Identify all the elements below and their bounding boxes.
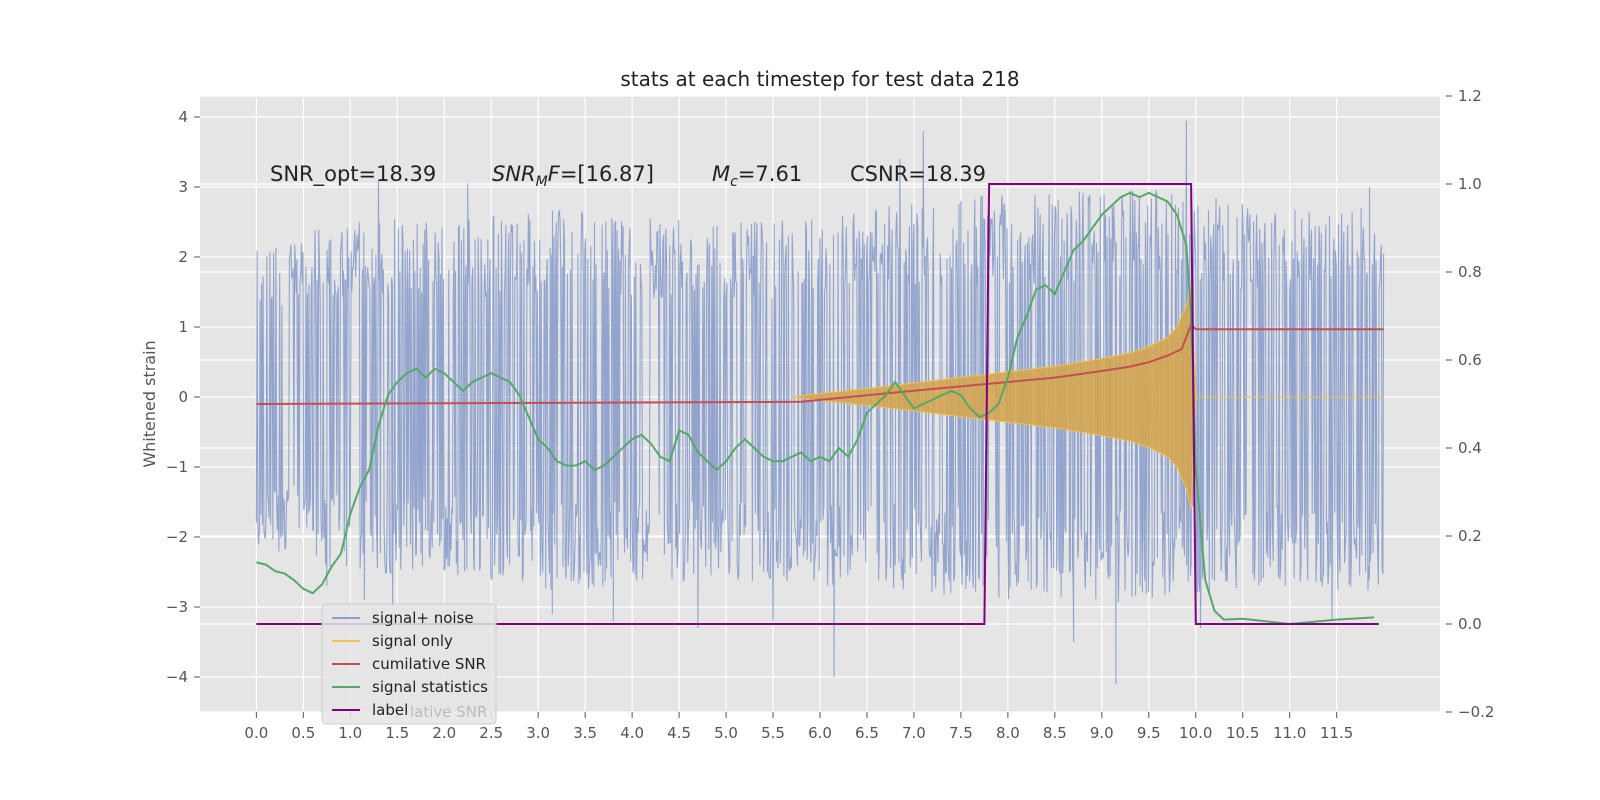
y-tick-label: −3 — [166, 598, 188, 616]
stat-value: =18.39 — [908, 162, 986, 186]
x-tick-label: 11.0 — [1273, 724, 1306, 742]
stats-annotations: SNR_opt=18.39 SNRMF=[16.87] Mc=7.61 CSNR=18… — [270, 162, 986, 190]
legend: lative SNR signal+ noise signal only cumila… — [321, 603, 497, 725]
y2-tick-label: 1.0 — [1458, 175, 1482, 193]
legend-label: cumilative SNR — [372, 655, 486, 673]
x-tick-label: 3.0 — [526, 724, 550, 742]
stat-subscript: M — [536, 174, 548, 190]
x-tick-label: 6.0 — [808, 724, 832, 742]
x-tick-label: 5.0 — [714, 724, 738, 742]
x-tick-label: 1.5 — [385, 724, 409, 742]
y-tick-label: 4 — [178, 108, 188, 126]
x-tick-label: 4.0 — [620, 724, 644, 742]
x-tick-label: 9.0 — [1090, 724, 1114, 742]
y-tick-label: −4 — [166, 668, 188, 686]
series-label — [256, 183, 1379, 625]
x-tick-label: 0.5 — [291, 724, 315, 742]
legend-label: label — [372, 701, 408, 719]
signal-only-series — [791, 284, 1384, 510]
x-tick-label: 7.5 — [949, 724, 973, 742]
x-tick-label: 7.0 — [902, 724, 926, 742]
y-tick-label: 2 — [178, 248, 188, 266]
y-tick-label: −2 — [166, 528, 188, 546]
signal-noise-series — [255, 120, 1385, 685]
x-axis-ticks: 0.0 0.5 1.0 1.5 2.0 2.5 3.0 3.5 4.0 4.5 5.0 5.5 6.0 6… — [244, 712, 1353, 742]
series-signal-noise — [255, 120, 1385, 685]
x-tick-label: 3.5 — [573, 724, 597, 742]
x-tick-label: 4.5 — [667, 724, 691, 742]
stat-value: =[16.87] — [560, 162, 654, 186]
x-tick-label: 2.5 — [479, 724, 503, 742]
stat-annotation: Mc=7.61 — [712, 162, 802, 190]
y-tick-label: 1 — [178, 318, 188, 336]
stat-label: M — [712, 162, 730, 186]
x-tick-label: 6.5 — [855, 724, 879, 742]
series-signal-statistics — [256, 191, 1375, 626]
chart-title: stats at each timestep for test data 218 — [620, 67, 1019, 91]
stat-annotation: SNR_opt=18.39 — [270, 162, 436, 187]
y2-tick-label: 1.2 — [1458, 87, 1482, 105]
y2-tick-label: 0.6 — [1458, 351, 1482, 369]
stat-value: =18.39 — [359, 162, 437, 186]
y2-tick-label: 0.0 — [1458, 615, 1482, 633]
y-tick-label: 0 — [178, 388, 188, 406]
y-axis-ticks: −4 −3 −2 −1 0 1 2 3 4 — [166, 108, 200, 686]
x-tick-label: 10.0 — [1179, 724, 1212, 742]
stat-subscript: c — [730, 174, 738, 190]
line-series — [256, 183, 1384, 626]
stat-label: SNR — [492, 162, 536, 186]
x-tick-label: 10.5 — [1226, 724, 1259, 742]
stat-value: =7.61 — [738, 162, 802, 186]
y2-axis-ticks: −0.2 0.0 0.2 0.4 0.6 0.8 1.0 1.2 — [1446, 87, 1494, 721]
y2-tick-label: −0.2 — [1458, 703, 1494, 721]
y2-tick-label: 0.2 — [1458, 527, 1482, 545]
stat-annotation: CSNR=18.39 — [850, 162, 986, 186]
x-tick-label: 11.5 — [1320, 724, 1353, 742]
x-tick-label: 0.0 — [244, 724, 268, 742]
stat-label: SNR_opt — [270, 162, 359, 187]
y-tick-label: 3 — [178, 178, 188, 196]
stat-suffix: F — [548, 162, 561, 186]
x-tick-label: 8.5 — [1043, 724, 1067, 742]
y-axis-label: Whitened strain — [140, 340, 159, 467]
legend-box — [321, 603, 497, 725]
x-tick-label: 9.5 — [1137, 724, 1161, 742]
legend-label: signal+ noise — [372, 609, 474, 627]
x-tick-label: 5.5 — [761, 724, 785, 742]
x-tick-label: 8.0 — [996, 724, 1020, 742]
y2-tick-label: 0.8 — [1458, 263, 1482, 281]
series-signal-only — [791, 284, 1384, 510]
legend-label: signal only — [372, 632, 453, 650]
legend-ghost-text: lative SNR — [410, 703, 487, 721]
series-cumilative-snr — [256, 323, 1384, 405]
x-tick-label: 2.0 — [432, 724, 456, 742]
x-tick-label: 1.0 — [338, 724, 362, 742]
legend-label: signal statistics — [372, 678, 488, 696]
stat-label: CSNR — [850, 162, 908, 186]
stat-annotation: SNRMF=[16.87] — [492, 162, 654, 190]
y2-tick-label: 0.4 — [1458, 439, 1482, 457]
y-tick-label: −1 — [166, 458, 188, 476]
